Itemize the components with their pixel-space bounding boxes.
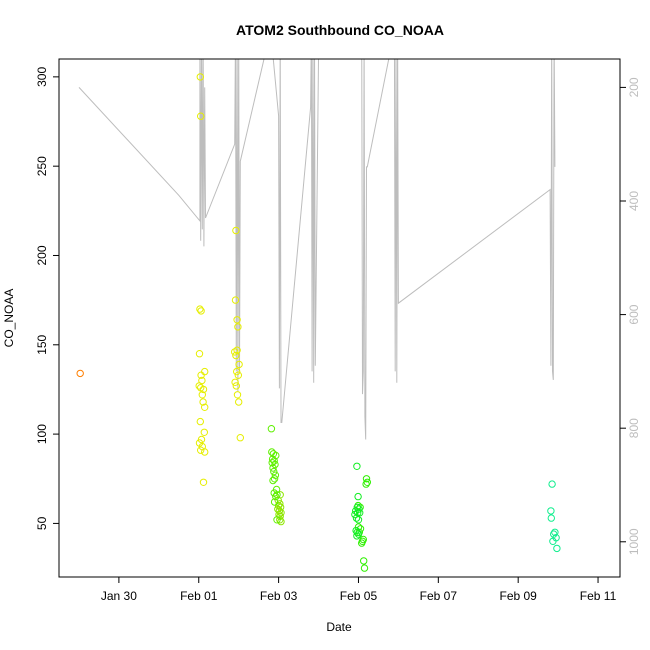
data-point <box>352 507 360 515</box>
data-point <box>231 378 239 386</box>
data-point <box>277 517 285 526</box>
data-point <box>272 492 280 501</box>
data-point <box>275 507 284 515</box>
data-point <box>547 507 555 515</box>
x-tick-label: Feb 03 <box>260 589 298 603</box>
y-tick-label: 100 <box>35 424 49 444</box>
data-point <box>270 457 278 465</box>
data-point <box>360 557 368 565</box>
data-point <box>201 448 209 456</box>
data-point <box>363 478 371 486</box>
data-point <box>270 475 279 483</box>
y-tick-label: 200 <box>35 245 49 265</box>
y2-tick-label: 200 <box>627 77 641 97</box>
data-point <box>271 460 279 469</box>
data-point <box>197 446 205 454</box>
x-axis-label: Date <box>326 620 352 634</box>
data-point <box>269 464 277 472</box>
data-point <box>201 367 209 376</box>
data-point <box>231 296 240 304</box>
data-point <box>358 539 366 547</box>
data-point <box>551 528 559 536</box>
data-point <box>232 351 240 360</box>
y2-tick-label: 1000 <box>627 528 641 555</box>
data-point <box>199 385 208 394</box>
data-point <box>233 346 241 354</box>
y-tick-label: 250 <box>35 156 49 176</box>
y2-tick-label: 600 <box>627 304 641 324</box>
secondary-y-axis: 200 400 600 800 1000 <box>620 77 641 555</box>
data-point <box>76 369 84 378</box>
data-point <box>235 360 243 369</box>
data-point <box>234 371 243 379</box>
data-point <box>548 480 556 488</box>
data-point <box>273 516 281 524</box>
data-point <box>233 391 242 399</box>
y-tick-label: 150 <box>35 334 49 354</box>
data-point <box>354 530 363 538</box>
x-tick-label: Feb 01 <box>180 589 218 603</box>
data-point <box>234 323 242 331</box>
x-tick-label: Feb 07 <box>420 589 458 603</box>
data-point <box>362 475 371 483</box>
data-point <box>549 537 557 545</box>
x-tick-label: Feb 05 <box>340 589 378 603</box>
y-tick-label: 50 <box>35 516 49 530</box>
data-point <box>354 516 363 524</box>
data-points <box>76 73 561 572</box>
data-point <box>235 398 243 406</box>
data-point <box>233 316 241 324</box>
data-point <box>356 509 364 517</box>
x-tick-label: Jan 30 <box>101 589 137 603</box>
data-point <box>233 367 241 376</box>
data-point <box>196 73 205 81</box>
y2-tick-label: 400 <box>627 191 641 211</box>
data-point <box>270 498 279 506</box>
data-point <box>353 532 361 540</box>
data-point <box>199 398 207 406</box>
data-point <box>197 307 205 315</box>
data-point <box>352 514 361 522</box>
y-tick-label: 300 <box>35 67 49 87</box>
x-axis: Jan 30 Feb 01 Feb 03 Feb 05 Feb 07 Feb 09 Feb … <box>101 577 617 603</box>
data-point <box>353 462 361 470</box>
data-point <box>199 478 208 486</box>
data-point <box>351 510 359 519</box>
x-tick-label: Feb 11 <box>580 589 617 603</box>
data-point <box>267 425 276 433</box>
data-point <box>196 305 204 313</box>
data-point <box>196 417 205 426</box>
data-point <box>276 516 284 524</box>
data-point <box>200 428 209 436</box>
data-point <box>547 514 555 522</box>
x-tick-label: Feb 09 <box>500 589 538 603</box>
data-point <box>353 528 361 536</box>
data-point <box>232 226 240 235</box>
data-point <box>269 476 277 485</box>
data-point <box>354 492 362 501</box>
plot-frame <box>58 58 621 578</box>
data-point <box>360 564 369 572</box>
data-point <box>273 491 281 499</box>
data-point <box>236 434 245 442</box>
data-point <box>198 391 207 399</box>
data-point <box>232 382 241 390</box>
data-point <box>195 350 204 358</box>
data-point <box>362 480 370 488</box>
y-axis-label: CO_NOAA <box>2 289 16 348</box>
y-axis: 50 100 150 200 250 300 <box>35 67 59 530</box>
data-point <box>270 467 278 476</box>
altitude-trace <box>78 59 556 440</box>
data-point <box>201 403 209 411</box>
y2-tick-label: 800 <box>627 418 641 438</box>
data-point <box>197 112 205 120</box>
altitude-line <box>78 59 556 440</box>
data-point <box>553 544 561 553</box>
data-point <box>277 509 285 517</box>
chart-title: ATOM2 Southbound CO_NOAA <box>236 22 444 38</box>
